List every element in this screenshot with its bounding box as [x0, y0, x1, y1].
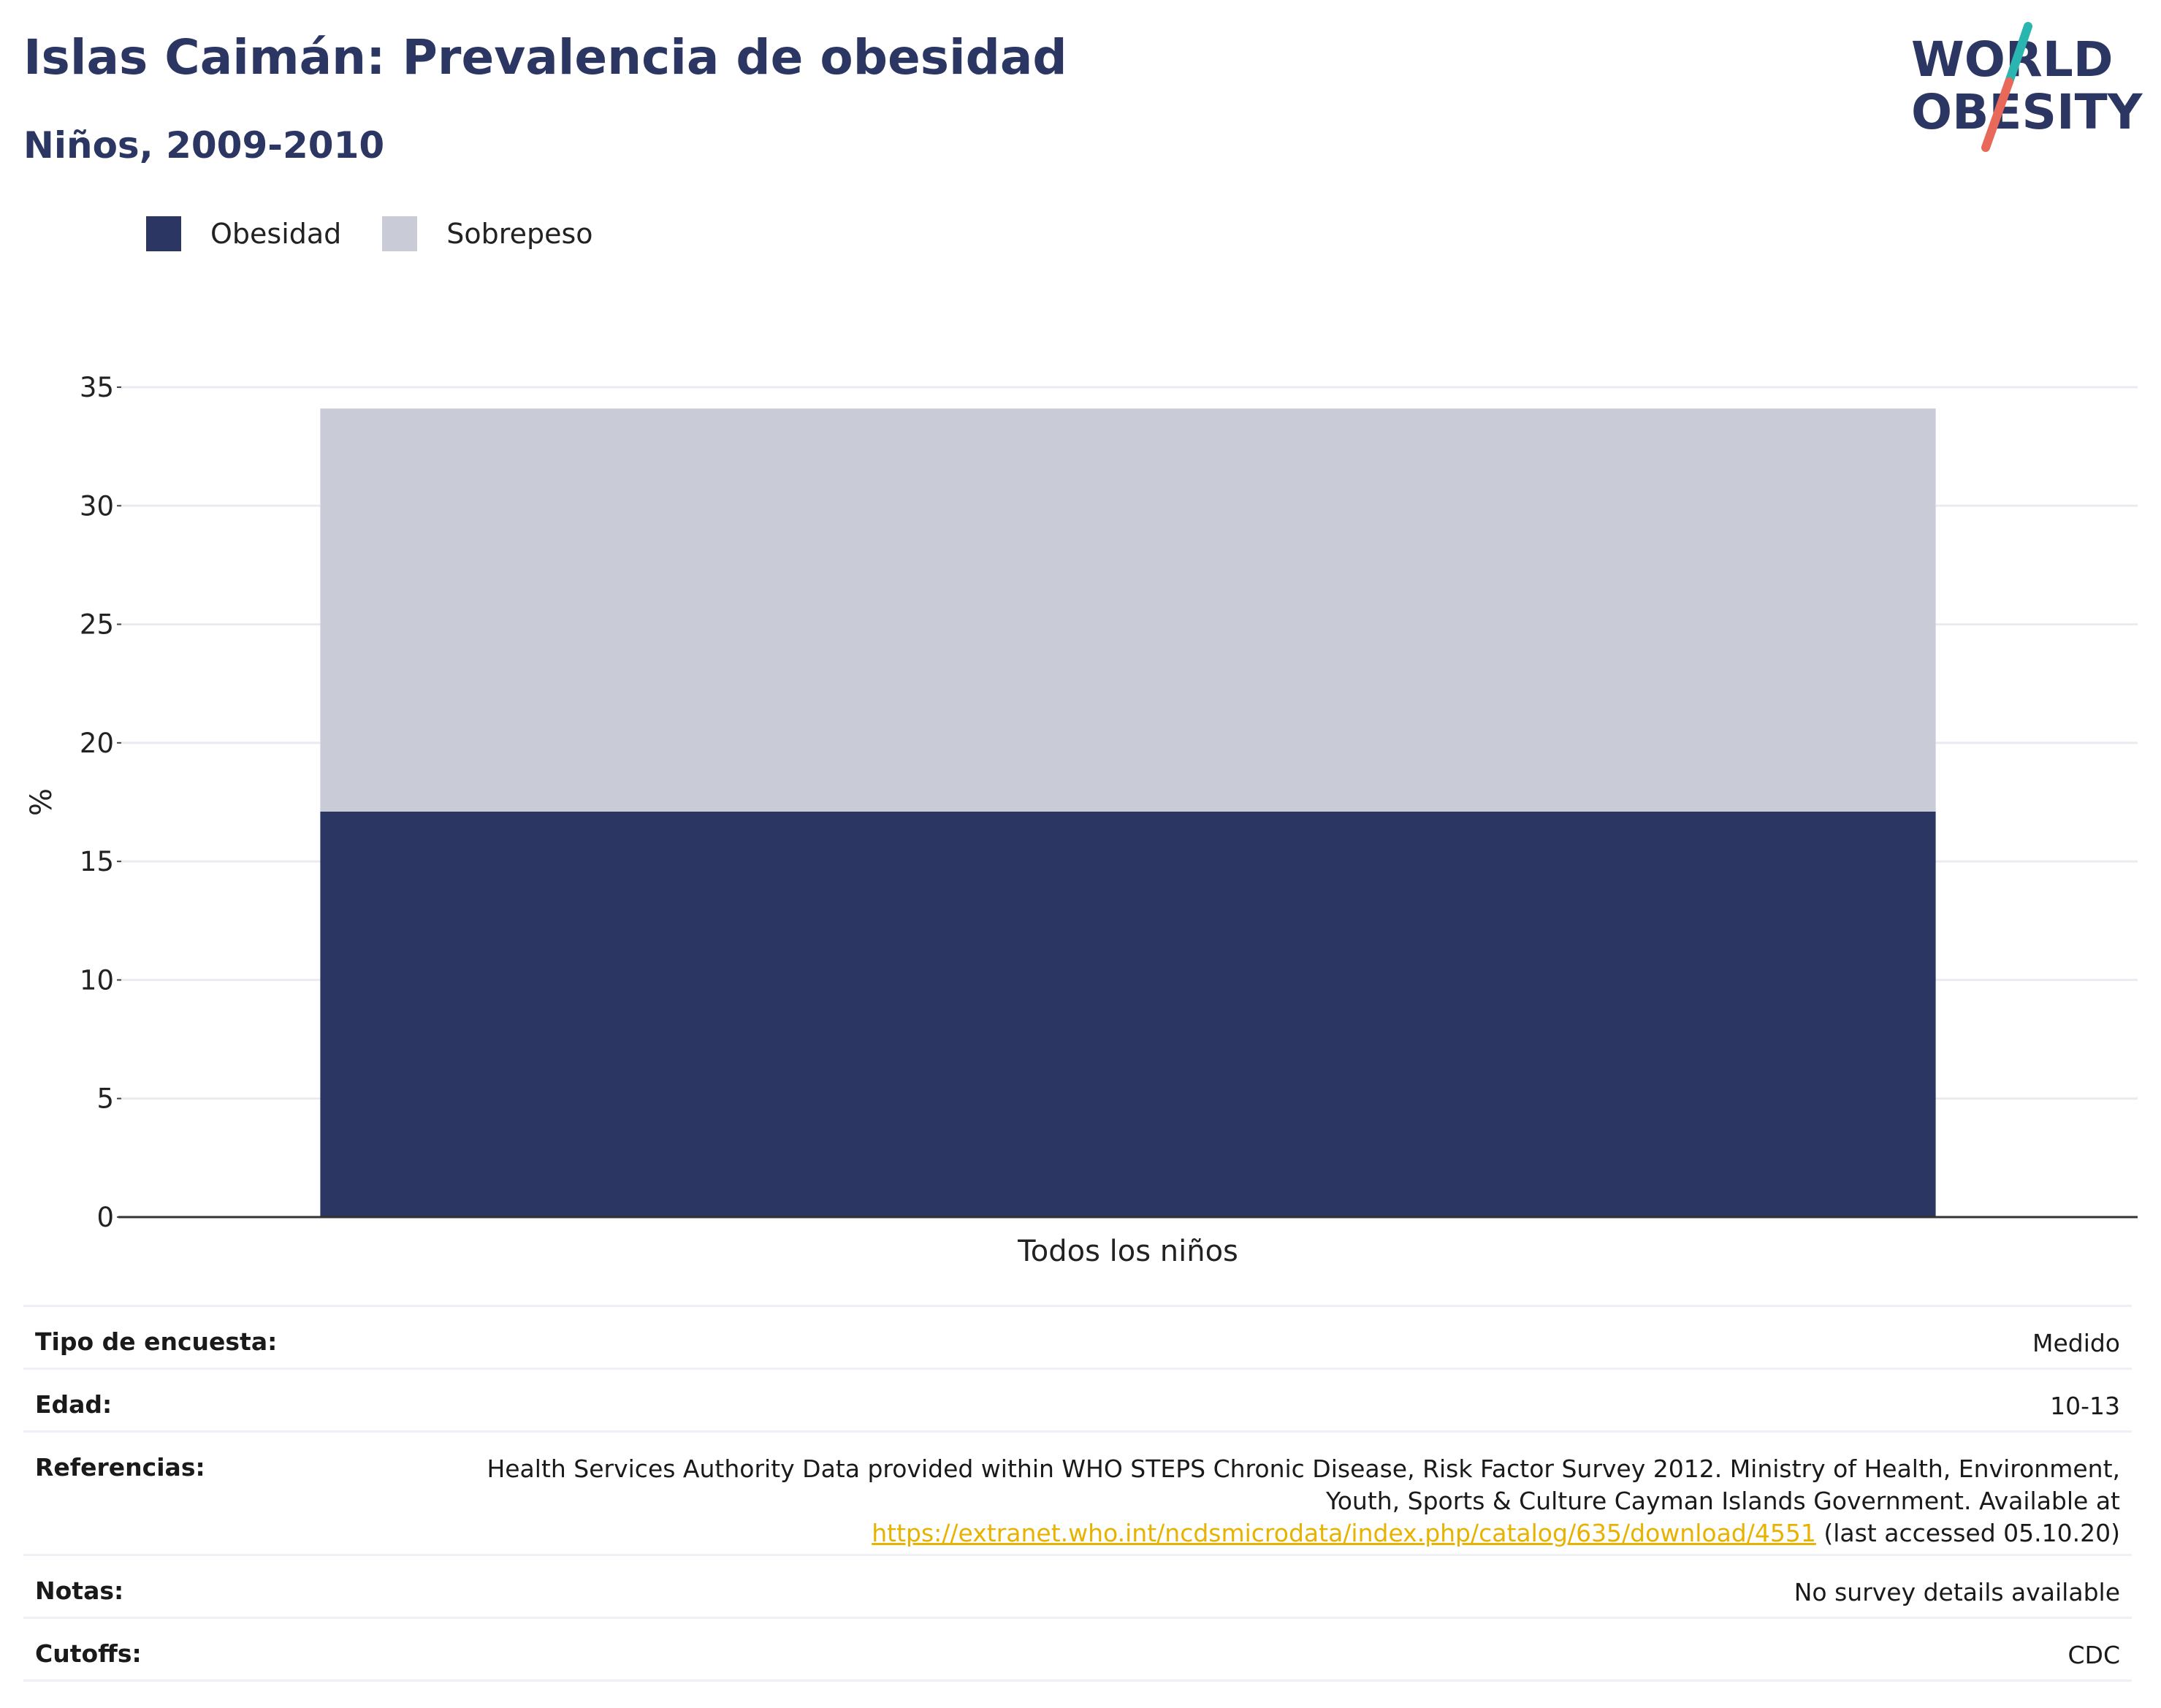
legend-item-sobrepeso[interactable]: Sobrepeso — [382, 216, 593, 251]
cutoffs-value: CDC — [314, 1617, 2132, 1682]
logo-slash-red — [1981, 77, 2013, 152]
y-tick-label-20: 20 — [80, 728, 114, 759]
age-value: 10-13 — [314, 1368, 2132, 1433]
legend-swatch-obesidad — [146, 216, 181, 251]
x-category-label-0: Todos los niños — [1017, 1235, 1238, 1268]
y-tick-label-0: 0 — [96, 1202, 114, 1233]
references-link[interactable]: https://extranet.who.int/ncdsmicrodata/i… — [872, 1519, 1816, 1547]
references-label: Referencias: — [23, 1431, 315, 1556]
references-line-1: Health Services Authority Data provided … — [487, 1455, 2120, 1483]
y-axis-label: % — [25, 788, 58, 816]
survey-details-table: Tipo de encuesta: Medido Edad: 10-13 Ref… — [23, 1305, 2132, 1682]
notes-value: No survey details available — [314, 1555, 2132, 1619]
stacked-bar-chart: 0 5 10 15 20 25 30 35% Todos los niños — [25, 372, 2138, 1268]
bar-obesidad-0 — [320, 811, 1936, 1217]
y-tick-label-25: 25 — [80, 609, 114, 641]
chart-title: Islas Caimán: Prevalencia de obesidad — [23, 29, 1067, 85]
legend-swatch-sobrepeso — [382, 216, 418, 251]
survey-type-value: Medido — [314, 1305, 2132, 1370]
details-row-references: Referencias: Health Services Authority D… — [23, 1431, 2132, 1556]
legend-label-sobrepeso: Sobrepeso — [446, 218, 593, 250]
y-tick-label-30: 30 — [80, 490, 114, 522]
chart-subtitle: Niños, 2009-2010 — [23, 124, 385, 167]
legend-label-obesidad: Obesidad — [210, 218, 342, 250]
details-row-age: Edad: 10-13 — [23, 1368, 2132, 1433]
logo-word-obesity: OBESITY — [1911, 84, 2143, 140]
references-value: Health Services Authority Data provided … — [314, 1431, 2132, 1556]
y-tick-label-10: 10 — [80, 964, 114, 996]
survey-type-label: Tipo de encuesta: — [23, 1305, 315, 1370]
details-row-notes: Notas: No survey details available — [23, 1555, 2132, 1619]
y-tick-label-15: 15 — [80, 846, 114, 877]
chart-legend: Obesidad Sobrepeso — [146, 216, 634, 251]
world-obesity-logo: WORLD OBESITY — [1911, 22, 2143, 152]
legend-item-obesidad[interactable]: Obesidad — [146, 216, 341, 251]
y-tick-label-35: 35 — [80, 372, 114, 403]
details-row-survey-type: Tipo de encuesta: Medido — [23, 1305, 2132, 1370]
age-label: Edad: — [23, 1368, 315, 1433]
bar-sobrepeso-0 — [320, 408, 1936, 812]
logo-slash-teal — [2005, 22, 2032, 86]
references-line-2: Youth, Sports & Culture Cayman Islands G… — [1325, 1487, 2120, 1515]
cutoffs-label: Cutoffs: — [23, 1617, 315, 1682]
details-row-cutoffs: Cutoffs: CDC — [23, 1617, 2132, 1682]
y-tick-label-5: 5 — [96, 1083, 114, 1115]
references-suffix: (last accessed 05.10.20) — [1815, 1519, 2120, 1547]
notes-label: Notas: — [23, 1555, 315, 1619]
